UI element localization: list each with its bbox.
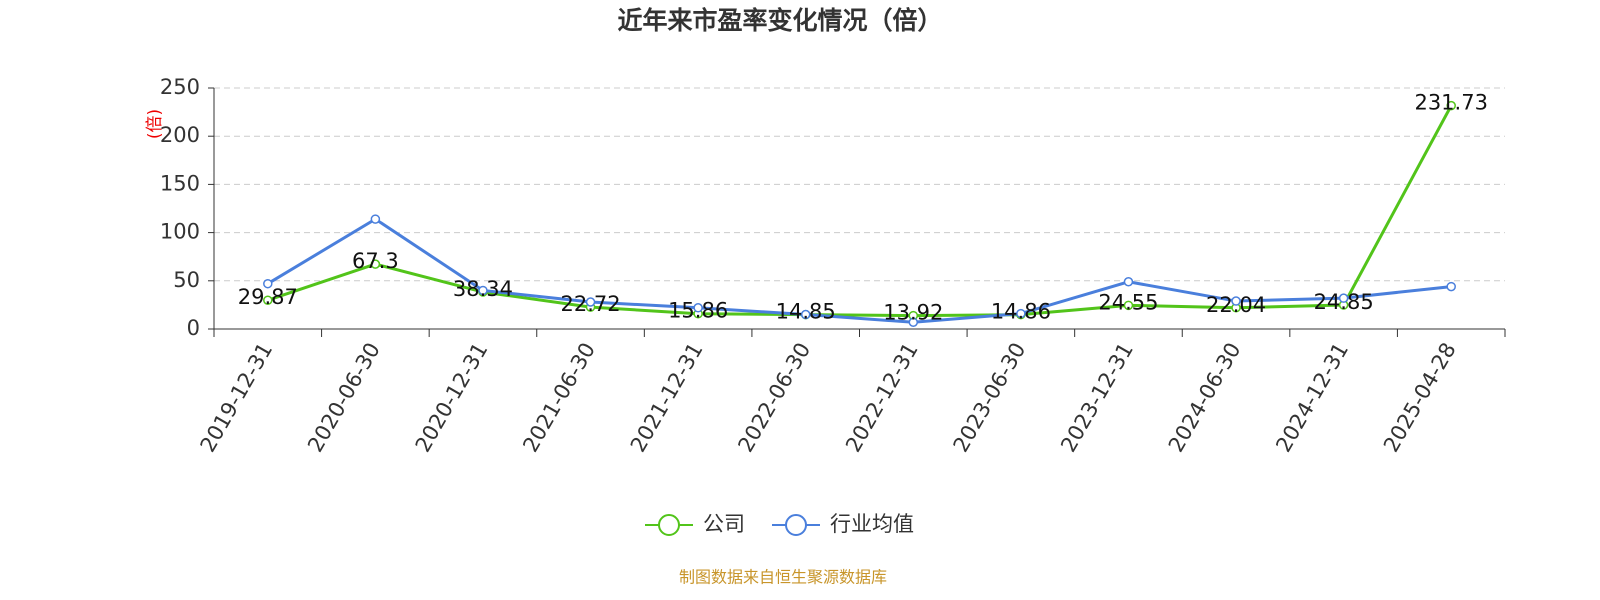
x-tick-label: 2025-04-28 (1379, 339, 1461, 457)
point (1338, 293, 1349, 303)
x-tick-label: 2020-06-30 (303, 339, 385, 457)
legend-marker (658, 514, 680, 536)
y-axis-label: (倍) (145, 109, 165, 139)
legend-label: 行业均值 (830, 512, 914, 536)
legend-marker (785, 514, 807, 536)
y-tick-label: 250 (160, 75, 200, 99)
x-tick-label: 2024-06-30 (1164, 339, 1246, 457)
data-label: 15.86 (668, 299, 728, 323)
point (1446, 281, 1456, 292)
point (908, 317, 919, 328)
data-label: 22.72 (560, 292, 620, 316)
y-tick-label: 50 (173, 268, 200, 292)
series-line (267, 217, 1452, 324)
data-label: 24.85 (1314, 290, 1374, 314)
x-tick-label: 2023-06-30 (949, 339, 1031, 457)
x-tick-label: 2023-12-31 (1056, 339, 1138, 457)
point (585, 297, 596, 307)
point (263, 295, 273, 305)
data-label: 14.85 (776, 300, 836, 324)
data-label: 22.04 (1206, 293, 1266, 317)
x-tick-label: 2024-12-31 (1271, 339, 1353, 457)
source-note: 制图数据来自恒生聚源数据库 (679, 568, 887, 587)
point (478, 285, 488, 296)
point (1123, 300, 1134, 311)
x-tick-label: 2020-12-31 (411, 339, 493, 457)
data-label: 13.92 (883, 301, 943, 325)
point (263, 278, 273, 289)
point (370, 214, 381, 224)
chart-title: 近年来市盈率变化情况（倍） (617, 6, 942, 35)
y-tick-label: 100 (160, 220, 200, 244)
legend-label: 公司 (703, 512, 745, 536)
series-line (267, 104, 1453, 318)
data-label: 38.34 (453, 277, 513, 301)
x-tick-label: 2019-12-31 (196, 339, 278, 457)
data-label: 24.55 (1098, 290, 1158, 314)
point (1446, 100, 1456, 111)
point (800, 309, 811, 320)
x-tick-label: 2021-06-30 (518, 339, 600, 457)
x-tick-label: 2022-06-30 (733, 339, 815, 457)
x-tick-label: 2021-12-31 (626, 339, 708, 457)
data-label: 29.87 (238, 285, 298, 309)
point (1231, 296, 1241, 306)
y-tick-label: 0 (187, 316, 200, 340)
data-label: 14.86 (991, 300, 1051, 324)
data-label: 67.3 (352, 249, 399, 273)
data-label: 231.73 (1414, 91, 1487, 115)
x-tick-label: 2022-12-31 (841, 339, 923, 457)
point (693, 303, 703, 313)
point (370, 259, 381, 269)
y-tick-label: 200 (160, 123, 200, 147)
y-tick-label: 150 (160, 171, 200, 195)
point (1016, 308, 1026, 319)
point (1123, 277, 1134, 287)
